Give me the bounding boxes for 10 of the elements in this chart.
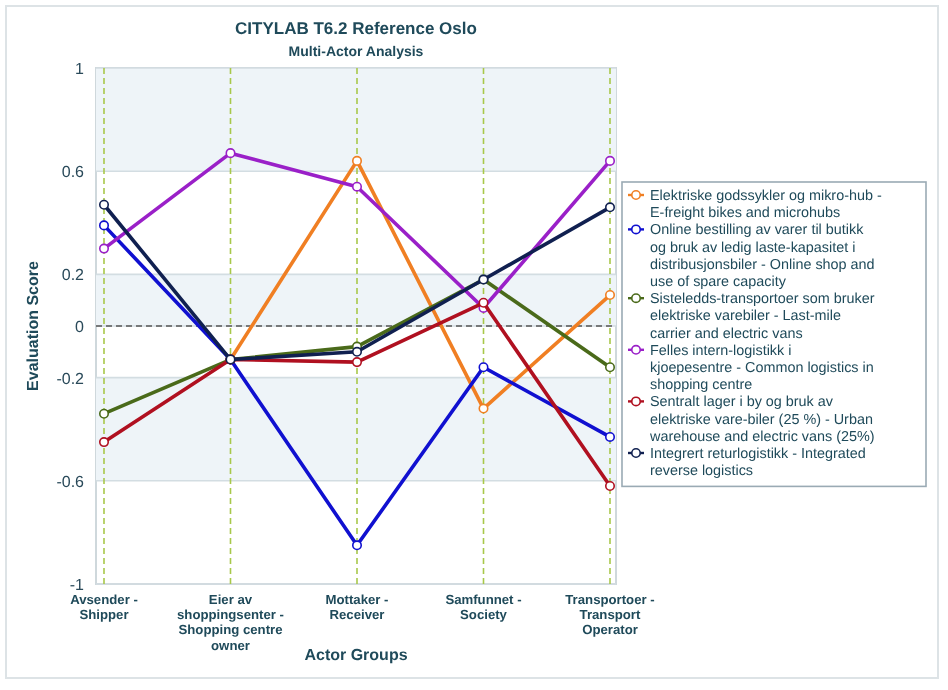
y-tick-label: -1 [69, 576, 86, 594]
y-tick-label: -0.6 [56, 472, 86, 491]
y-tick-label: 0.2 [61, 266, 86, 285]
y-axis-title: Evaluation Score [24, 260, 42, 391]
y-tick-label: 0.6 [61, 163, 86, 182]
y-tick-label: 0 [75, 318, 86, 336]
y-tick-label: -0.2 [56, 369, 86, 388]
x-axis-title: Actor Groups [304, 646, 409, 664]
y-tick-label: 1 [75, 60, 86, 78]
chart-title: CITYLAB T6.2 Reference Oslo [235, 18, 477, 38]
